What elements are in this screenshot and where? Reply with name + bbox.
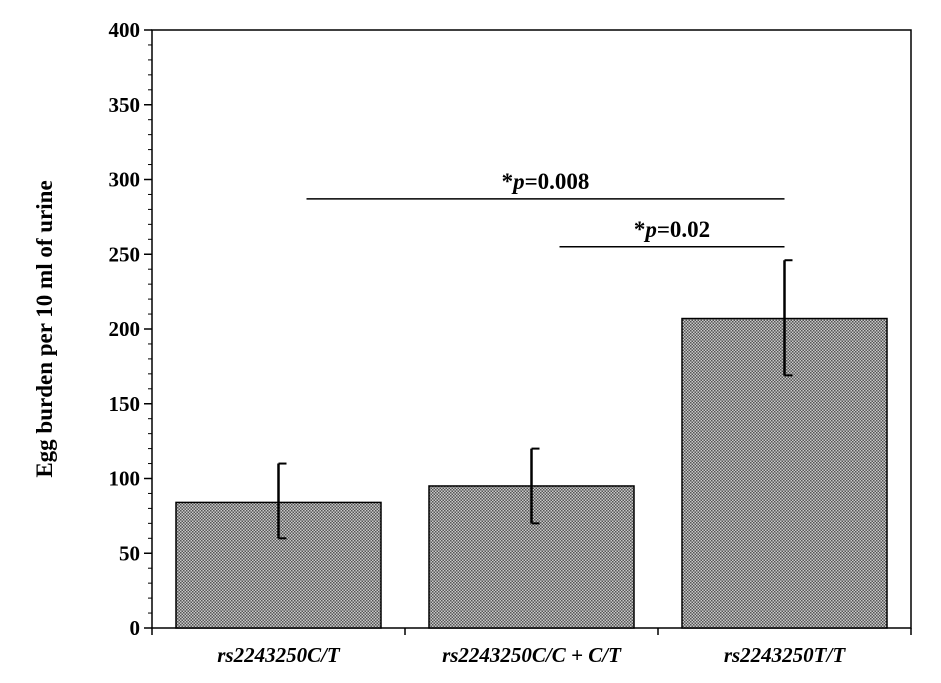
y-tick-label: 250 <box>109 242 141 266</box>
y-tick-label: 0 <box>130 616 141 640</box>
p-value-label: *p=0.008 <box>502 169 590 194</box>
y-tick-label: 300 <box>109 168 141 192</box>
y-tick-label: 150 <box>109 392 141 416</box>
bars <box>175 259 888 629</box>
y-tick-label: 200 <box>109 317 141 341</box>
y-tick-label: 400 <box>109 18 141 42</box>
y-tick-label: 350 <box>109 93 141 117</box>
x-tick-label: rs2243250T/T <box>724 643 847 667</box>
p-value-label: *p=0.02 <box>634 217 710 242</box>
x-tick-label: rs2243250C/T <box>217 643 341 667</box>
y-axis-label: Egg burden per 10 ml of urine <box>32 180 57 477</box>
y-tick-label: 50 <box>119 541 140 565</box>
x-axis: rs2243250C/T rs2243250C/C + C/T rs2243250T… <box>151 628 912 667</box>
x-tick-label: rs2243250C/C + C/T <box>442 643 622 667</box>
y-axis: 0 50 100 150 200 250 300 350 400 <box>109 18 152 640</box>
significance-annotations: *p=0.008 *p=0.02 <box>306 169 785 248</box>
y-tick-label: 100 <box>109 467 141 491</box>
